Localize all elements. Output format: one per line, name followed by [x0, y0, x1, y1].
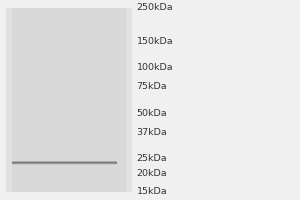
Text: 15kDa: 15kDa	[136, 188, 167, 196]
Text: 250kDa: 250kDa	[136, 3, 173, 12]
Text: 25kDa: 25kDa	[136, 154, 167, 163]
Text: 37kDa: 37kDa	[136, 128, 167, 137]
Text: 20kDa: 20kDa	[136, 169, 167, 178]
Text: 50kDa: 50kDa	[136, 109, 167, 118]
Bar	[12, 8, 126, 192]
Text: 75kDa: 75kDa	[136, 82, 167, 91]
Text: 150kDa: 150kDa	[136, 37, 173, 46]
Bar	[6, 8, 132, 192]
Text: 100kDa: 100kDa	[136, 63, 173, 72]
